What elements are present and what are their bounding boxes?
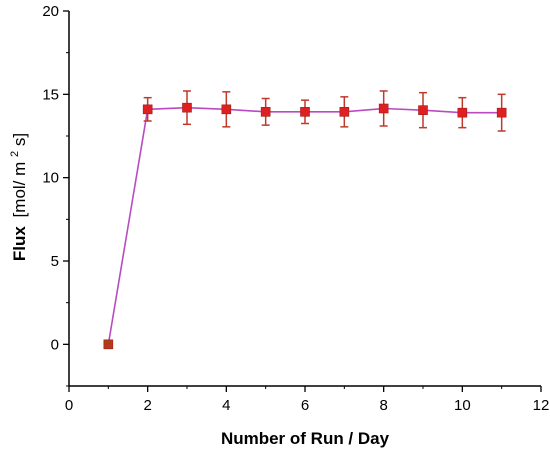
- data-point: [300, 107, 310, 117]
- data-point: [142, 104, 153, 115]
- y-axis-title-unit: [mol/ m: [10, 162, 29, 218]
- series-line: [107, 106, 502, 345]
- data-point: [182, 102, 192, 113]
- x-tick-label: 4: [222, 397, 230, 414]
- data-point: [457, 107, 468, 118]
- x-tick-label: 6: [301, 397, 309, 414]
- x-tick-label: 2: [143, 397, 151, 414]
- x-tick-label: 12: [533, 397, 550, 414]
- y-tick-label: 20: [42, 3, 59, 20]
- data-point: [103, 339, 114, 350]
- data-point: [418, 105, 428, 115]
- y-axis-title: Flux [mol/ m 2 s]: [3, 133, 29, 261]
- axes: [68, 11, 541, 387]
- data-point: [221, 104, 232, 115]
- y-axis-title-tail: s]: [10, 133, 29, 146]
- x-axis-title: Number of Run / Day: [221, 429, 390, 448]
- data-point: [496, 107, 507, 118]
- data-point: [378, 103, 389, 114]
- y-axis-title-bold: Flux: [10, 226, 29, 261]
- data-point: [260, 107, 271, 117]
- y-tick-label: 15: [42, 86, 59, 103]
- y-axis-title-sup: 2: [9, 151, 21, 157]
- data-point: [339, 107, 350, 117]
- y-tick-label: 0: [51, 336, 59, 353]
- y-tick-label: 10: [42, 170, 59, 187]
- series-layer: [103, 90, 507, 350]
- x-tick-label: 0: [65, 397, 73, 414]
- y-tick-label: 5: [51, 253, 59, 270]
- x-tick-label: 8: [379, 397, 387, 414]
- ticks: 0 2 4 6 8 10 12 0 5 10 15 20: [42, 3, 549, 414]
- x-tick-label: 10: [454, 397, 471, 414]
